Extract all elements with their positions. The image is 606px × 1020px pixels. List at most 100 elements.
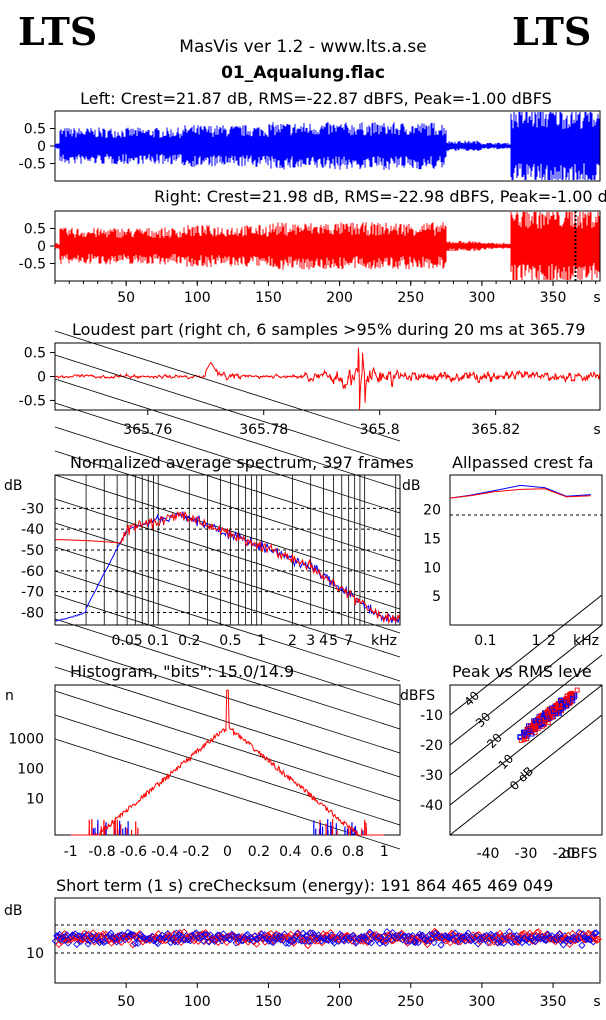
short-term-point (426, 937, 434, 945)
spectrum-xtick-label: 5 (329, 633, 338, 649)
short-term-point (555, 930, 563, 938)
crest-ytick-label: 15 (423, 531, 441, 547)
short-term-point (100, 935, 109, 943)
right-xtick-label: 300 (469, 290, 496, 306)
crest-xtick-label: 1 (532, 633, 541, 649)
short-term-point (117, 938, 126, 946)
crest-panel: dB 20 15 10 5 0.1 1 2 kHz (402, 474, 603, 649)
short-term-point (199, 937, 208, 945)
short-term-point (104, 937, 112, 945)
spectrum-xtick-label: 0.2 (178, 633, 200, 649)
spectrum-panel: dB -30 -40 -50 -60 -70 -80 0.05 0.1 0.2 0.5 1 2 3 4 5… (4, 330, 401, 850)
short-term-point (105, 931, 114, 939)
short-term-point (359, 935, 367, 943)
short-term-point (585, 935, 593, 944)
short-term-xtick-label: 150 (255, 994, 282, 1010)
short-term-xtick-label: 250 (397, 994, 424, 1010)
short-term-xunit: s (593, 994, 600, 1010)
short-term-point (589, 938, 597, 946)
short-term-point (452, 937, 460, 945)
short-term-point (309, 929, 317, 937)
short-term-point (554, 932, 562, 940)
short-term-point (470, 934, 478, 942)
peak-rms-ytick-label: -40 (420, 798, 443, 814)
short-term-point (531, 937, 539, 946)
short-term-point (53, 932, 61, 940)
peak-rms-point (556, 704, 562, 710)
loudest-panel: 0.5 0 -0.5 365.76 365.78 365.8 365.82 s (19, 342, 601, 438)
histogram-plot-frame (54, 684, 401, 836)
short-term-point (112, 938, 121, 946)
peak-rms-point (544, 709, 550, 715)
loudest-ytick-label: -0.5 (19, 393, 46, 409)
loudest-ytick-label: 0 (37, 370, 46, 386)
short-term-point (494, 939, 502, 947)
crest-series-left (449, 484, 591, 499)
crest-ytick-label: 20 (423, 503, 441, 519)
short-term-point (83, 931, 91, 939)
histogram-ytick-label: 100 (17, 761, 44, 777)
histogram-panel: n 1000 100 10 -1 -0.8 -0.6 -0.4 -0.2 0 0.2 0.4 0.6… (5, 684, 401, 860)
short-term-point (134, 931, 143, 939)
spectrum-ytick-label: -30 (21, 501, 44, 517)
short-term-point (396, 932, 404, 940)
loudest-ytick-label: 0.5 (24, 346, 46, 362)
short-term-point (268, 935, 276, 943)
short-term-point (592, 929, 600, 937)
histogram-xtick-label: -0.4 (151, 844, 178, 860)
short-term-point (77, 937, 85, 945)
loudest-xtick-label: 365.8 (360, 422, 400, 438)
short-term-point (302, 932, 310, 940)
short-term-point (103, 933, 111, 941)
peak-rms-xlabel: dBFS (562, 846, 597, 862)
short-term-point (304, 941, 312, 950)
short-term-point (559, 941, 568, 949)
spectrum-slope-line (54, 666, 401, 778)
short-term-point (169, 934, 178, 942)
right-xunit: s (593, 290, 600, 306)
short-term-point (455, 932, 464, 940)
histogram-xtick-label: 0.8 (342, 844, 364, 860)
short-term-point (569, 933, 578, 941)
spectrum-slope-line (54, 570, 401, 682)
crest-series-right (449, 488, 591, 499)
loudest-xtick-label: 365.78 (239, 422, 288, 438)
short-term-point (574, 933, 582, 942)
short-term-point (568, 930, 577, 938)
short-term-point (410, 938, 418, 946)
peak-rms-title: Peak vs RMS leve (452, 662, 592, 681)
spectrum-slope-line (54, 594, 401, 706)
short-term-xtick-label: 50 (117, 994, 135, 1010)
short-term-point (232, 939, 240, 947)
spectrum-slope-line (54, 738, 401, 850)
logo-left: LTS (18, 9, 97, 54)
peak-rms-ytick-label: -30 (420, 768, 443, 784)
short-term-ylabel: dB (4, 903, 23, 919)
short-term-point (574, 936, 582, 944)
peak-rms-diagonal (449, 684, 603, 806)
short-term-point (408, 932, 417, 940)
histogram-ytick-label: 10 (26, 791, 44, 807)
short-term-point (323, 936, 331, 944)
spectrum-slope-line (54, 402, 401, 514)
peak-rms-point (564, 703, 570, 709)
short-term-point (253, 940, 261, 948)
peak-rms-diagonal (449, 714, 603, 836)
peak-rms-point (570, 696, 575, 702)
short-term-point (370, 931, 378, 939)
histogram-right-line (70, 689, 385, 836)
crest-ytick-label: 10 (423, 560, 441, 576)
short-term-point (269, 938, 277, 947)
peak-rms-xtick-label: -40 (477, 846, 500, 862)
peak-rms-ytick-label: -10 (420, 708, 443, 724)
short-term-point (430, 938, 438, 947)
short-term-point (327, 931, 336, 939)
short-term-point (60, 930, 69, 938)
spectrum-xtick-label: 0.5 (219, 633, 241, 649)
spectrum-xtick-label: 4 (319, 633, 328, 649)
left-ytick-label: -0.5 (19, 157, 46, 173)
peak-rms-diagonal (449, 594, 603, 716)
short-term-point (526, 929, 534, 937)
histogram-xtick-label: 1 (380, 844, 389, 860)
